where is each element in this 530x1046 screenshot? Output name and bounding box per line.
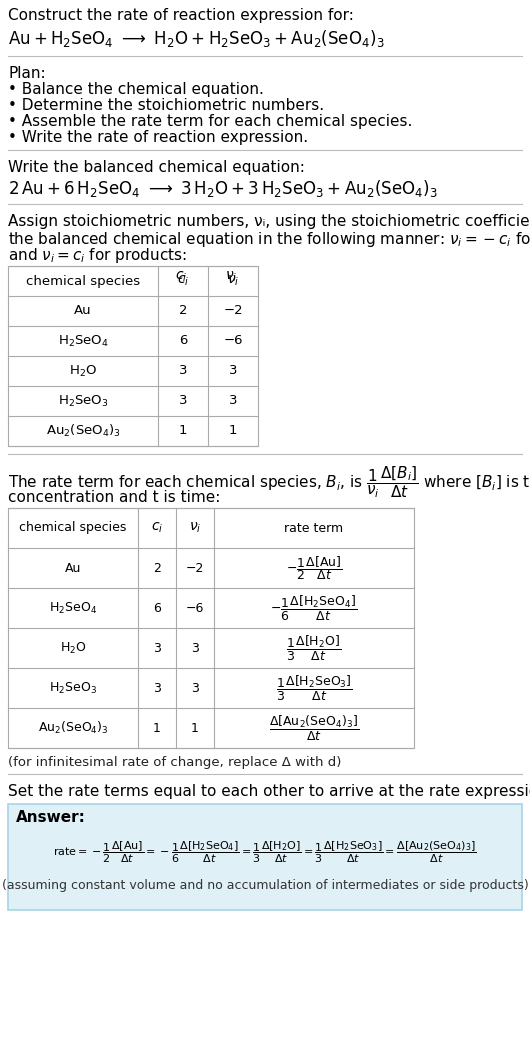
Text: (for infinitesimal rate of change, replace Δ with d): (for infinitesimal rate of change, repla… <box>8 756 341 769</box>
Text: −2: −2 <box>223 304 243 318</box>
Text: $\mathrm{H_2SeO_4}$: $\mathrm{H_2SeO_4}$ <box>49 600 97 615</box>
Text: Plan:: Plan: <box>8 66 46 81</box>
Text: 1: 1 <box>153 722 161 734</box>
Bar <box>8 266 258 446</box>
Text: The rate term for each chemical species, $B_i$, is $\dfrac{1}{\nu_i}\dfrac{\Delt: The rate term for each chemical species,… <box>8 464 530 500</box>
Text: $\mathrm{Au_2(SeO_4)_3}$: $\mathrm{Au_2(SeO_4)_3}$ <box>46 423 120 439</box>
Text: Au: Au <box>74 304 92 318</box>
Text: $\mathrm{rate} = -\dfrac{1}{2}\dfrac{\Delta[\mathrm{Au}]}{\Delta t} = -\dfrac{1}: $\mathrm{rate} = -\dfrac{1}{2}\dfrac{\De… <box>53 840 477 865</box>
Text: 3: 3 <box>179 394 187 408</box>
Text: $\mathrm{H_2SeO_3}$: $\mathrm{H_2SeO_3}$ <box>58 393 108 409</box>
Text: $c_i$: $c_i$ <box>175 270 187 285</box>
Text: • Assemble the rate term for each chemical species.: • Assemble the rate term for each chemic… <box>8 114 412 129</box>
Bar <box>8 804 522 910</box>
Text: 3: 3 <box>229 364 237 378</box>
Text: the balanced chemical equation in the following manner: $\nu_i = -c_i$ for react: the balanced chemical equation in the fo… <box>8 230 530 249</box>
Text: 3: 3 <box>153 682 161 695</box>
Text: $-\dfrac{1}{2}\dfrac{\Delta[\mathrm{Au}]}{\Delta t}$: $-\dfrac{1}{2}\dfrac{\Delta[\mathrm{Au}]… <box>286 554 342 582</box>
Text: 1: 1 <box>229 425 237 437</box>
Text: 1: 1 <box>191 722 199 734</box>
Text: $\nu_i$: $\nu_i$ <box>189 521 201 536</box>
Text: $\nu_i$: $\nu_i$ <box>227 274 239 289</box>
Text: (assuming constant volume and no accumulation of intermediates or side products): (assuming constant volume and no accumul… <box>2 879 528 892</box>
Text: $c_i$: $c_i$ <box>151 521 163 536</box>
Text: 3: 3 <box>191 641 199 655</box>
Text: $\mathrm{H_2O}$: $\mathrm{H_2O}$ <box>60 640 86 656</box>
Text: $\mathrm{H_2SeO_4}$: $\mathrm{H_2SeO_4}$ <box>58 334 109 348</box>
Text: 1: 1 <box>179 425 187 437</box>
Text: • Write the rate of reaction expression.: • Write the rate of reaction expression. <box>8 130 308 145</box>
Text: 3: 3 <box>229 394 237 408</box>
Bar <box>8 508 414 748</box>
Text: $\nu_i$: $\nu_i$ <box>225 270 237 285</box>
Text: $\mathrm{Au_2(SeO_4)_3}$: $\mathrm{Au_2(SeO_4)_3}$ <box>38 720 108 736</box>
Text: 6: 6 <box>153 601 161 614</box>
Text: $\dfrac{1}{3}\dfrac{\Delta[\mathrm{H_2O}]}{\Delta t}$: $\dfrac{1}{3}\dfrac{\Delta[\mathrm{H_2O}… <box>286 634 341 662</box>
Text: and $\nu_i = c_i$ for products:: and $\nu_i = c_i$ for products: <box>8 246 187 265</box>
Text: Set the rate terms equal to each other to arrive at the rate expression:: Set the rate terms equal to each other t… <box>8 784 530 799</box>
Text: −6: −6 <box>223 335 243 347</box>
Text: 3: 3 <box>153 641 161 655</box>
Text: $\dfrac{\Delta[\mathrm{Au_2(SeO_4)_3}]}{\Delta t}$: $\dfrac{\Delta[\mathrm{Au_2(SeO_4)_3}]}{… <box>269 713 359 743</box>
Text: concentration and t is time:: concentration and t is time: <box>8 490 220 505</box>
Text: 2: 2 <box>153 562 161 574</box>
Text: $\mathrm{Au + H_2SeO_4 \ \longrightarrow \ H_2O + H_2SeO_3 + Au_2(SeO_4)_3}$: $\mathrm{Au + H_2SeO_4 \ \longrightarrow… <box>8 28 385 49</box>
Text: 6: 6 <box>179 335 187 347</box>
Text: $\dfrac{1}{3}\dfrac{\Delta[\mathrm{H_2SeO_3}]}{\Delta t}$: $\dfrac{1}{3}\dfrac{\Delta[\mathrm{H_2Se… <box>276 674 352 703</box>
Text: chemical species: chemical species <box>19 522 127 535</box>
Text: 3: 3 <box>179 364 187 378</box>
Text: −2: −2 <box>186 562 204 574</box>
Text: 3: 3 <box>191 682 199 695</box>
Text: $c_i$: $c_i$ <box>177 274 189 289</box>
Text: Au: Au <box>65 562 81 574</box>
Text: rate term: rate term <box>285 522 343 535</box>
Text: −6: −6 <box>186 601 204 614</box>
Text: Assign stoichiometric numbers, νᵢ, using the stoichiometric coefficients, cᵢ, fr: Assign stoichiometric numbers, νᵢ, using… <box>8 214 530 229</box>
Text: 2: 2 <box>179 304 187 318</box>
Text: $\mathrm{H_2SeO_3}$: $\mathrm{H_2SeO_3}$ <box>49 681 97 696</box>
Text: Answer:: Answer: <box>16 810 86 825</box>
Text: Construct the rate of reaction expression for:: Construct the rate of reaction expressio… <box>8 8 354 23</box>
Text: chemical species: chemical species <box>26 274 140 288</box>
Text: $-\dfrac{1}{6}\dfrac{\Delta[\mathrm{H_2SeO_4}]}{\Delta t}$: $-\dfrac{1}{6}\dfrac{\Delta[\mathrm{H_2S… <box>270 593 358 622</box>
Text: • Balance the chemical equation.: • Balance the chemical equation. <box>8 82 264 97</box>
Text: Write the balanced chemical equation:: Write the balanced chemical equation: <box>8 160 305 175</box>
Text: • Determine the stoichiometric numbers.: • Determine the stoichiometric numbers. <box>8 98 324 113</box>
Text: $\mathrm{2\,Au + 6\,H_2SeO_4 \ \longrightarrow \ 3\,H_2O + 3\,H_2SeO_3 + Au_2(Se: $\mathrm{2\,Au + 6\,H_2SeO_4 \ \longrigh… <box>8 178 438 199</box>
Text: $\mathrm{H_2O}$: $\mathrm{H_2O}$ <box>69 363 97 379</box>
